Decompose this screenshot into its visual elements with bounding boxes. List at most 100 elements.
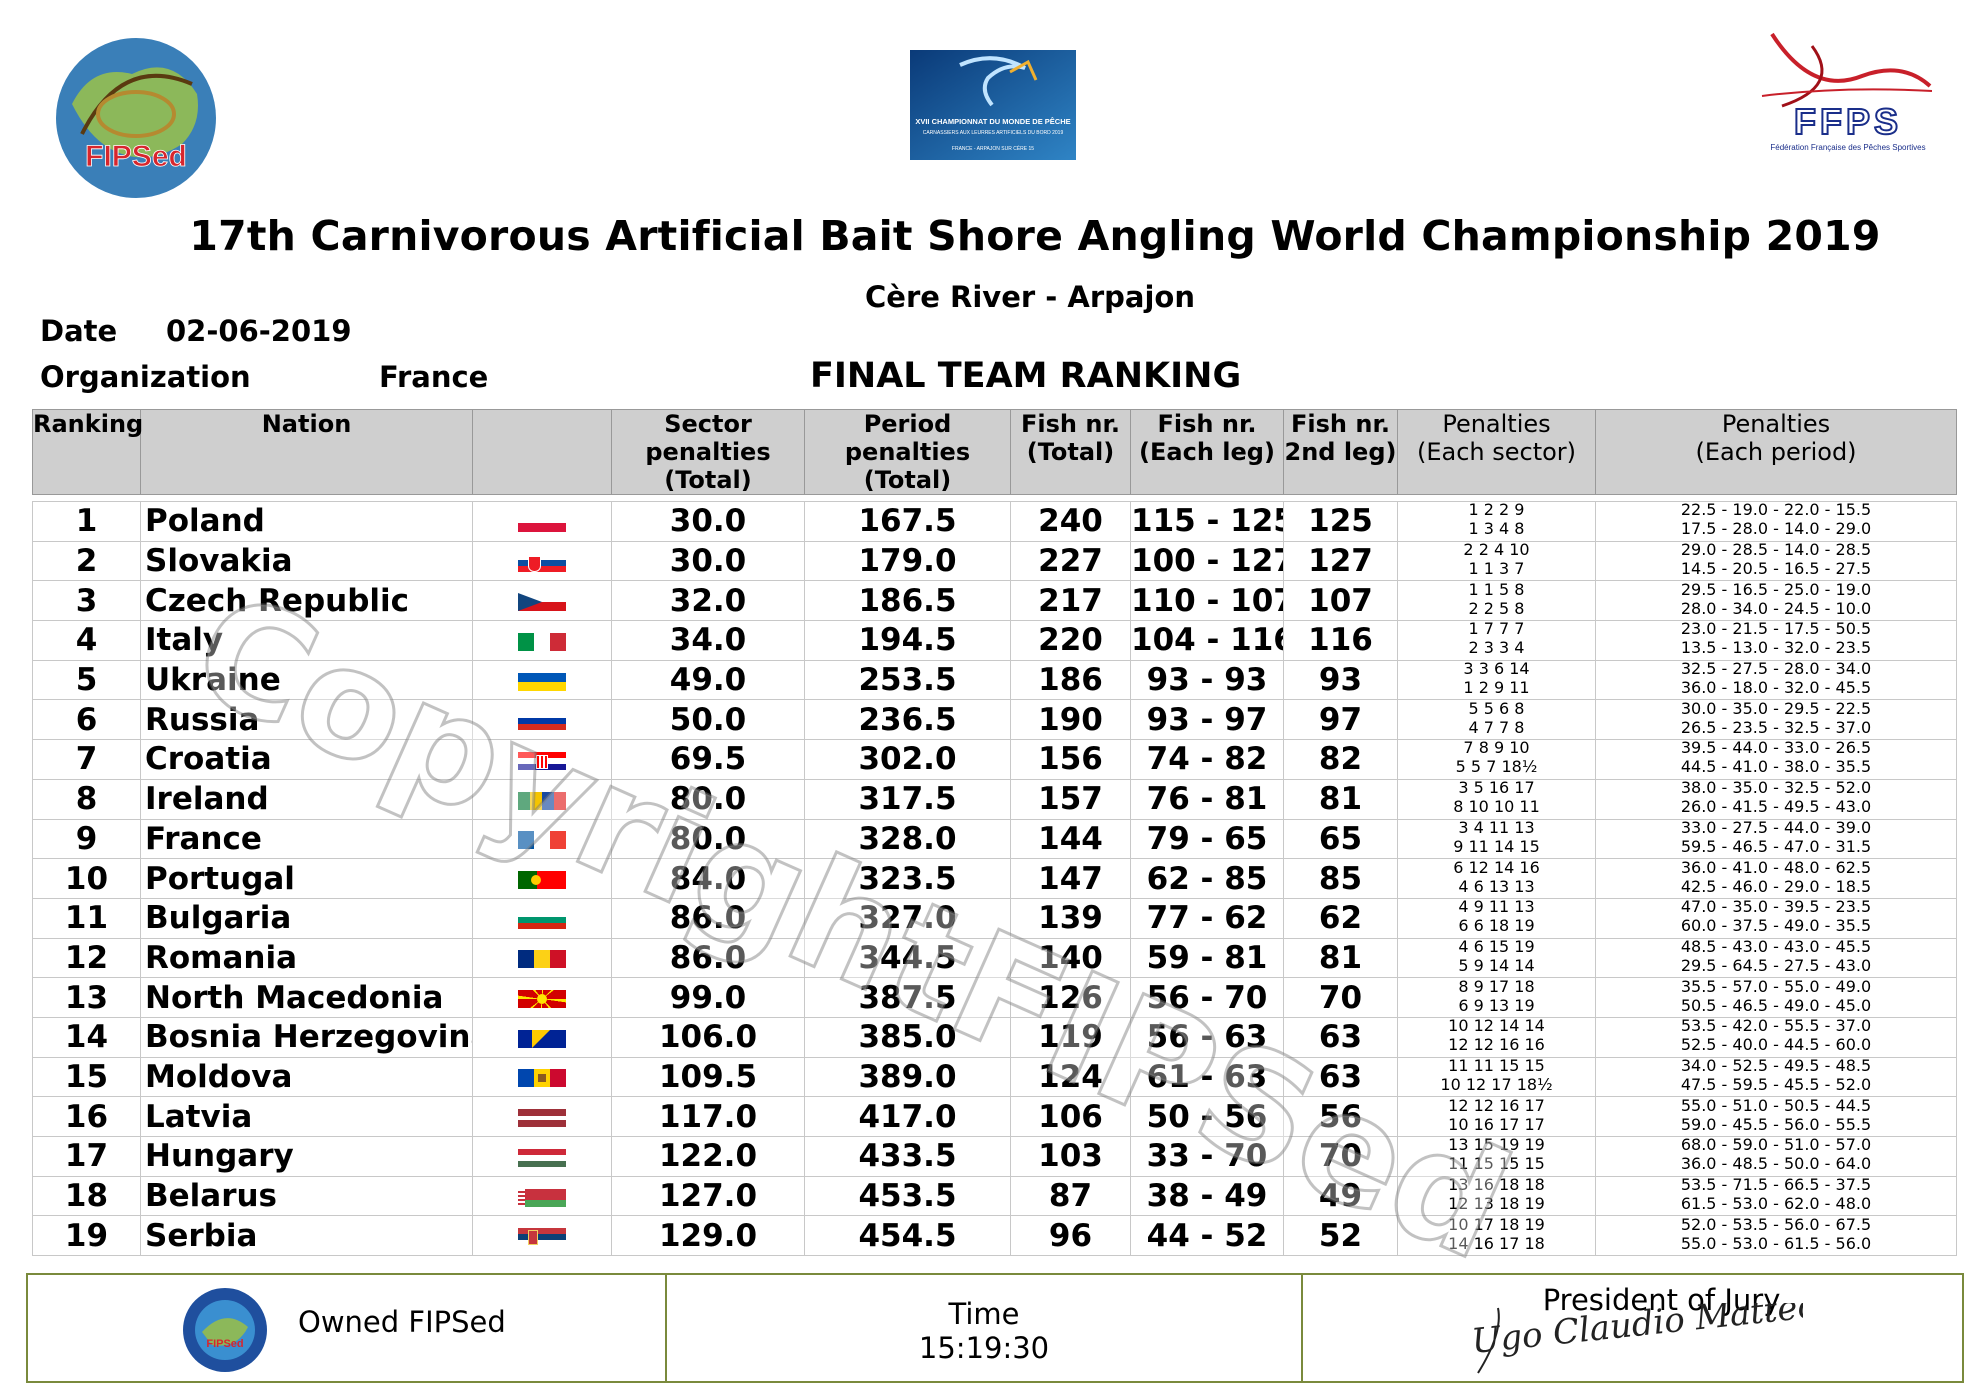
rank-cell: 10 (32, 858, 141, 899)
col-fish-2nd-leg: Fish nr. 2nd leg) (1283, 409, 1398, 495)
page-subtitle: Cère River - Arpajon (865, 280, 1195, 314)
nation-cell: Italy (140, 620, 473, 661)
penalties-each-sector-cell: 6 12 14 16 4 6 13 13 (1397, 858, 1596, 899)
flag-icon (518, 831, 566, 850)
sector-penalties-cell: 84.0 (611, 858, 805, 899)
table-row: 15 Moldova 109.5 389.0 124 61 - 63 63 11 11 15 … (32, 1056, 1957, 1098)
svg-text:XVII CHAMPIONNAT DU MONDE DE P: XVII CHAMPIONNAT DU MONDE DE PÊCHE (915, 117, 1070, 126)
sector-penalties-cell: 129.0 (611, 1215, 805, 1257)
period-penalties-cell: 387.5 (804, 977, 1011, 1018)
rank-cell: 5 (32, 659, 141, 701)
flag-cell (472, 977, 612, 1018)
penalties-each-sector-cell: 2 2 4 10 1 1 3 7 (1397, 540, 1596, 582)
footer-time-label: Time (948, 1297, 1020, 1331)
flag-cell (472, 620, 612, 661)
fish-total-cell: 220 (1010, 620, 1131, 661)
penalties-each-period-cell: 35.5 - 57.0 - 55.0 - 49.0 50.5 - 46.5 - 4… (1595, 977, 1957, 1018)
fish-each-leg-cell: 93 - 97 (1130, 699, 1284, 741)
flag-cell (472, 501, 612, 542)
penalties-each-sector-cell: 13 15 19 19 11 15 15 15 (1397, 1136, 1596, 1177)
fish-2nd-leg-cell: 63 (1283, 1056, 1398, 1098)
nation-cell: Romania (140, 937, 473, 979)
period-penalties-cell: 323.5 (804, 858, 1011, 899)
fish-each-leg-cell: 56 - 63 (1130, 1016, 1284, 1058)
table-row: 18 Belarus 127.0 453.5 87 38 - 49 49 13 16 18 1… (32, 1175, 1957, 1217)
fish-total-cell: 186 (1010, 659, 1131, 701)
fish-each-leg-cell: 76 - 81 (1130, 778, 1284, 820)
footer-time-value: 15:19:30 (918, 1331, 1050, 1365)
fish-2nd-leg-cell: 125 (1283, 501, 1398, 542)
sector-penalties-cell: 127.0 (611, 1175, 805, 1217)
footer: FIPSed Owned FIPSed Time 15:19:30 Presid… (26, 1273, 1964, 1383)
sector-penalties-cell: 99.0 (611, 977, 805, 1018)
table-row: 10 Portugal 84.0 323.5 147 62 - 85 85 6 12 14 1… (32, 858, 1957, 899)
table-row: 11 Bulgaria 86.0 327.0 139 77 - 62 62 4 9 11 13… (32, 897, 1957, 939)
penalties-each-period-cell: 53.5 - 71.5 - 66.5 - 37.5 61.5 - 53.0 - 6… (1595, 1175, 1957, 1217)
nation-cell: Ireland (140, 778, 473, 820)
championship-logo: XVII CHAMPIONNAT DU MONDE DE PÊCHE CARNA… (910, 50, 1076, 160)
table-header: Ranking Nation Sector penalties (Total) P… (32, 409, 1957, 495)
fish-total-cell: 96 (1010, 1215, 1131, 1257)
fish-2nd-leg-cell: 70 (1283, 977, 1398, 1018)
nation-cell: North Macedonia (140, 977, 473, 1018)
flag-icon (518, 632, 566, 651)
flag-cell (472, 659, 612, 701)
penalties-each-sector-cell: 12 12 16 17 10 16 17 17 (1397, 1096, 1596, 1137)
penalties-each-period-cell: 22.5 - 19.0 - 22.0 - 15.5 17.5 - 28.0 - 1… (1595, 501, 1957, 542)
nation-cell: Belarus (140, 1175, 473, 1217)
rank-cell: 16 (32, 1096, 141, 1137)
flag-icon (518, 1029, 566, 1048)
fish-2nd-leg-cell: 97 (1283, 699, 1398, 741)
flag-icon (518, 990, 566, 1009)
footer-owned-text: Owned FIPSed (298, 1305, 506, 1339)
fish-each-leg-cell: 79 - 65 (1130, 818, 1284, 860)
fish-2nd-leg-cell: 63 (1283, 1016, 1398, 1058)
table-row: 19 Serbia 129.0 454.5 96 44 - 52 52 10 17 18 19… (32, 1215, 1957, 1257)
flag-icon (518, 871, 566, 890)
flag-cell (472, 1136, 612, 1177)
penalties-each-period-cell: 47.0 - 35.0 - 39.5 - 23.5 60.0 - 37.5 - 4… (1595, 897, 1957, 939)
fish-2nd-leg-cell: 127 (1283, 540, 1398, 582)
flag-icon (518, 1188, 566, 1207)
penalties-each-period-cell: 68.0 - 59.0 - 51.0 - 57.0 36.0 - 48.5 - 5… (1595, 1136, 1957, 1177)
fish-2nd-leg-cell: 70 (1283, 1136, 1398, 1177)
table-row: 14 Bosnia Herzegovina 106.0 385.0 119 56 - 63… (32, 1016, 1957, 1058)
fish-each-leg-cell: 104 - 116 (1130, 620, 1284, 661)
nation-cell: Portugal (140, 858, 473, 899)
fish-total-cell: 147 (1010, 858, 1131, 899)
nation-cell: Latvia (140, 1096, 473, 1137)
sector-penalties-cell: 109.5 (611, 1056, 805, 1098)
penalties-each-period-cell: 55.0 - 51.0 - 50.5 - 44.5 59.0 - 45.5 - 5… (1595, 1096, 1957, 1137)
col-period-penalties: Period penalties (Total) (804, 409, 1011, 495)
fish-2nd-leg-cell: 107 (1283, 580, 1398, 622)
table-row: 13 North Macedonia 99.0 387.5 126 56 - 70 70 8 … (32, 977, 1957, 1018)
rank-cell: 9 (32, 818, 141, 860)
jury-signature: Ugo Claudio Matteoli (1473, 1303, 1803, 1374)
penalties-each-period-cell: 32.5 - 27.5 - 28.0 - 34.0 36.0 - 18.0 - 3… (1595, 659, 1957, 701)
period-penalties-cell: 253.5 (804, 659, 1011, 701)
period-penalties-cell: 389.0 (804, 1056, 1011, 1098)
organization-value: France (379, 360, 489, 394)
svg-text:FFPS: FFPS (1794, 101, 1902, 142)
period-penalties-cell: 453.5 (804, 1175, 1011, 1217)
fish-total-cell: 240 (1010, 501, 1131, 542)
date-value: 02-06-2019 (166, 314, 352, 348)
col-nation: Nation (140, 409, 473, 495)
period-penalties-cell: 328.0 (804, 818, 1011, 860)
flag-icon (518, 1228, 566, 1247)
flag-cell (472, 937, 612, 979)
rank-cell: 18 (32, 1175, 141, 1217)
rank-cell: 12 (32, 937, 141, 979)
ffps-logo: FFPS Fédération Française des Pêches Spo… (1752, 26, 1933, 156)
fish-each-leg-cell: 77 - 62 (1130, 897, 1284, 939)
organization-label: Organization (40, 360, 251, 394)
fish-2nd-leg-cell: 116 (1283, 620, 1398, 661)
flag-icon (518, 1148, 566, 1167)
nation-cell: Serbia (140, 1215, 473, 1257)
fish-2nd-leg-cell: 52 (1283, 1215, 1398, 1257)
col-sector-penalties: Sector penalties (Total) (611, 409, 805, 495)
penalties-each-sector-cell: 8 9 17 18 6 9 13 19 (1397, 977, 1596, 1018)
flag-icon (518, 513, 566, 532)
